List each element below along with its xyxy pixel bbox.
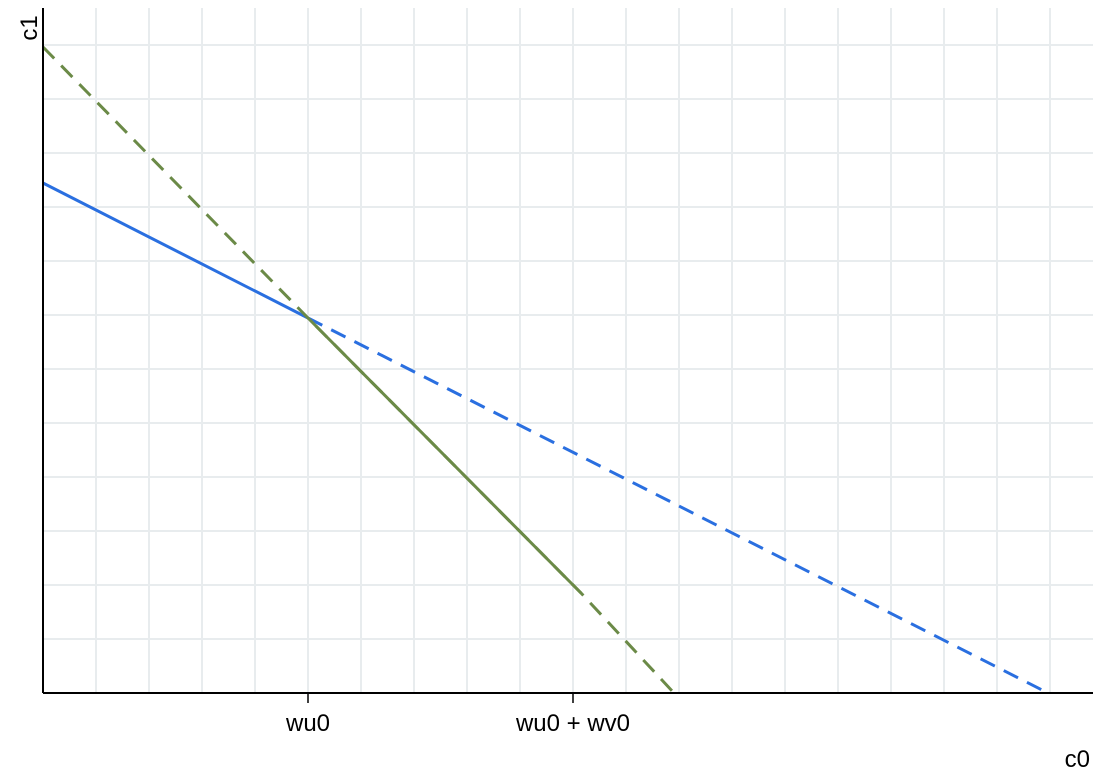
- x-ticks: wu0 wu0 + wv0: [285, 693, 630, 737]
- series-2-solid-line: [306, 316, 583, 595]
- y-axis-label: c1: [16, 15, 43, 40]
- series-layer: [41, 45, 1049, 695]
- series-1-dashed-line: [307, 316, 1049, 695]
- x-tick-label: wu0: [285, 710, 330, 737]
- x-tick-label: wu0 + wv0: [515, 710, 630, 737]
- x-axis-label: c0: [1065, 746, 1090, 773]
- grid: [43, 8, 1093, 693]
- series-1-solid-line: [42, 181, 309, 320]
